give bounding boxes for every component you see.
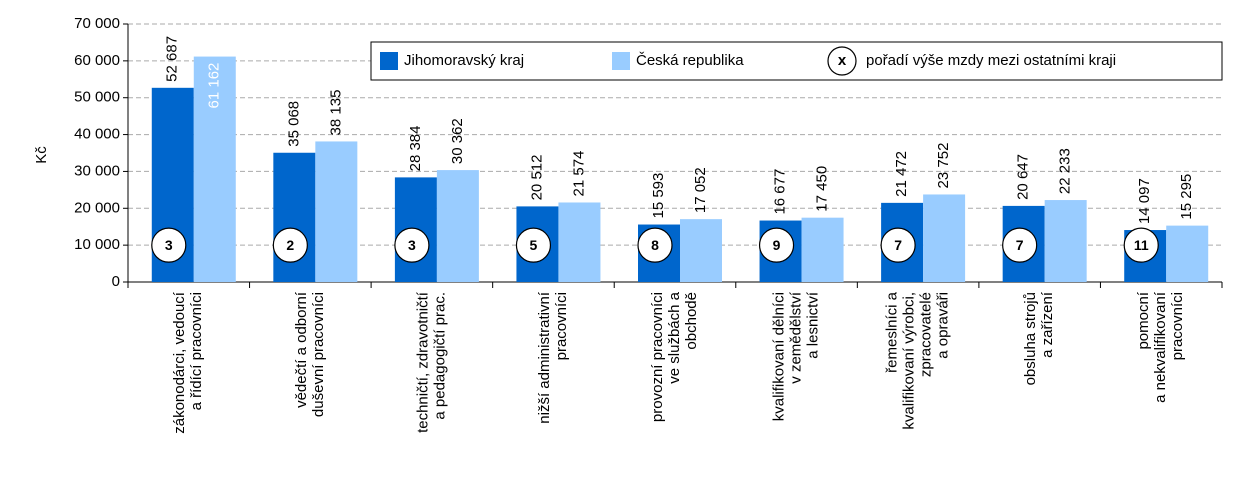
data-label: 16 677 <box>772 169 789 215</box>
x-tick-label: řemeslníci a <box>884 291 901 373</box>
x-tick-label: provozní pracovníci <box>649 292 666 422</box>
y-tick-label: 40 000 <box>74 126 120 143</box>
x-tick-label: obsluha strojů <box>1022 292 1039 385</box>
data-label: 15 593 <box>650 173 667 219</box>
bar <box>1166 225 1209 282</box>
y-tick-label: 70 000 <box>74 15 120 32</box>
y-tick-label: 60 000 <box>74 52 120 69</box>
rank-label: 8 <box>651 237 659 253</box>
x-tick-label: vědečtí a odborní <box>293 291 310 408</box>
rank-circle <box>1123 227 1159 263</box>
bar <box>801 217 844 282</box>
rank-label: 9 <box>773 237 781 253</box>
rank-circle <box>637 227 673 263</box>
data-label: 17 052 <box>692 167 709 213</box>
data-label: 35 068 <box>285 101 302 147</box>
bar <box>436 170 479 282</box>
rank-circle <box>880 227 916 263</box>
y-tick-label: 50 000 <box>74 89 120 106</box>
x-tick-label: obchodě <box>683 292 700 350</box>
bar <box>680 219 722 282</box>
rank-circle <box>758 227 795 263</box>
x-tick-label: techničtí, zdravotničtí <box>414 291 431 433</box>
rank-circle <box>1002 227 1038 263</box>
data-label: 14 097 <box>1136 178 1153 224</box>
legend-swatch <box>380 52 398 70</box>
bar <box>1044 200 1087 282</box>
data-label: 20 647 <box>1015 154 1032 200</box>
x-tick-label: a zařízení <box>1039 291 1056 358</box>
bar <box>193 56 236 283</box>
rank-label: 3 <box>408 237 416 253</box>
x-tick-label: pracovníci <box>553 292 570 360</box>
x-tick-label: ve službách a <box>666 291 683 383</box>
rank-label: 2 <box>286 237 294 253</box>
rank-circle <box>151 227 187 263</box>
x-tick-label: a řídící pracovníci <box>188 292 205 410</box>
rank-circle <box>272 227 308 263</box>
x-tick-label: pracovníci <box>1169 292 1186 360</box>
data-label: 38 135 <box>327 90 344 136</box>
x-tick-label: zákonodárci, vedoucí <box>171 291 188 434</box>
y-axis-title: Kč <box>33 146 50 164</box>
x-tick-label: nižší administrativní <box>536 291 553 424</box>
x-tick-label: duševní pracovníci <box>310 292 327 417</box>
y-tick-label: 0 <box>112 273 120 290</box>
rank-label: 5 <box>530 237 538 253</box>
data-label: 23 752 <box>935 143 952 189</box>
data-label: 15 295 <box>1178 174 1195 220</box>
x-tick-label: kvalifikovaní výrobci, <box>901 292 918 430</box>
data-label: 52 687 <box>164 36 181 82</box>
data-label: 61 162 <box>206 63 223 109</box>
legend-box <box>370 41 1223 81</box>
x-tick-label: kvalifikovaní dělníci <box>771 292 788 421</box>
rank-circle <box>515 227 552 263</box>
y-tick-label: 10 000 <box>74 236 120 253</box>
legend-label: Česká republika <box>636 52 744 69</box>
x-tick-label: a lesnictví <box>805 291 822 359</box>
data-label: 17 450 <box>814 166 831 212</box>
x-tick-label: a opraváři <box>935 292 952 359</box>
rank-circle <box>394 227 430 263</box>
bar <box>558 202 601 282</box>
data-label: 28 384 <box>407 125 424 171</box>
bar <box>273 152 316 282</box>
x-tick-label: v zemědělství <box>788 291 805 384</box>
rank-label: 11 <box>1134 237 1149 253</box>
y-tick-label: 30 000 <box>74 162 120 179</box>
legend-label: pořadí výše mzdy mezi ostatními kraji <box>866 52 1116 69</box>
rank-label: 3 <box>165 237 173 253</box>
y-tick-label: 20 000 <box>74 199 120 216</box>
legend-rank-circle <box>827 46 857 76</box>
x-tick-label: pomocní <box>1135 291 1152 349</box>
legend-label: Jihomoravský kraj <box>404 52 524 69</box>
data-label: 30 362 <box>449 118 466 164</box>
bar <box>315 141 358 282</box>
x-tick-label: a nekvalifikovaní <box>1152 291 1169 403</box>
x-tick-label: zpracovatelé <box>918 292 935 377</box>
bar <box>923 194 966 282</box>
legend-swatch <box>612 52 630 70</box>
rank-label: 7 <box>1016 237 1024 253</box>
data-label: 21 574 <box>570 151 587 197</box>
data-label: 21 472 <box>893 151 910 197</box>
data-label: 20 512 <box>528 155 545 201</box>
data-label: 22 233 <box>1057 148 1074 194</box>
rank-label: 7 <box>894 237 902 253</box>
x-tick-label: a pedagogičtí prac. <box>431 292 448 420</box>
legend-rank-symbol: x <box>838 52 847 69</box>
